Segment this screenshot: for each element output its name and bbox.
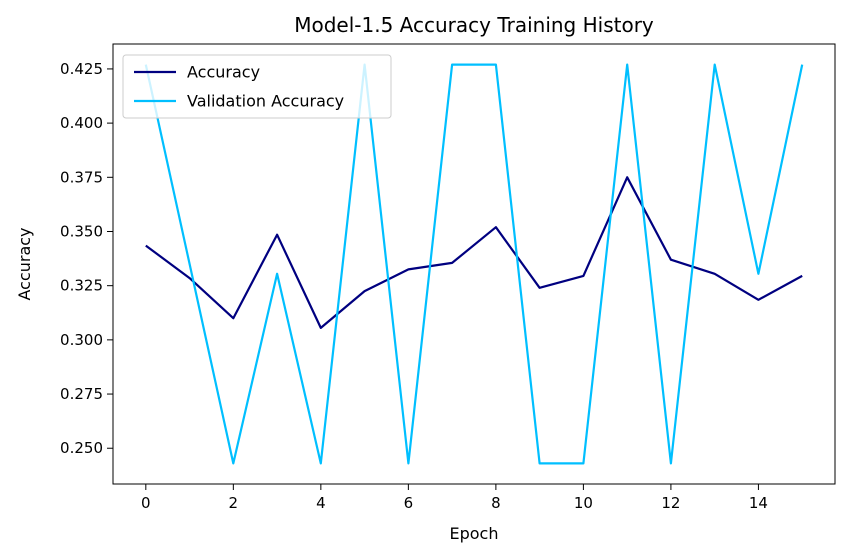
x-tick-label: 6 — [404, 494, 414, 512]
y-tick-label: 0.300 — [60, 331, 103, 349]
x-tick-label: 14 — [749, 494, 768, 512]
y-tick-label: 0.325 — [60, 277, 103, 295]
y-tick-label: 0.400 — [60, 114, 103, 132]
y-axis: 0.250 0.275 0.300 0.325 0.350 0.375 0.400 0.425 — [60, 60, 113, 457]
plot-frame — [112, 43, 836, 485]
x-axis: 0 2 4 6 8 10 12 14 — [141, 484, 768, 512]
x-tick-label: 8 — [491, 494, 501, 512]
x-tick-label: 12 — [661, 494, 680, 512]
series-layer — [144, 63, 804, 465]
y-tick-label: 0.425 — [60, 60, 103, 78]
x-tick-label: 0 — [141, 494, 151, 512]
legend: Accuracy Validation Accuracy — [122, 54, 392, 119]
y-tick-label: 0.375 — [60, 168, 103, 186]
y-tick-label: 0.350 — [60, 222, 103, 240]
legend-label-validation-accuracy: Validation Accuracy — [187, 92, 344, 111]
x-tick-label: 4 — [316, 494, 326, 512]
y-tick-label: 0.275 — [60, 385, 103, 403]
y-axis-label: Accuracy — [15, 227, 34, 300]
x-tick-label: 10 — [574, 494, 593, 512]
legend-label-accuracy: Accuracy — [187, 63, 260, 82]
legend-box — [122, 54, 392, 119]
chart-title: Model-1.5 Accuracy Training History — [294, 13, 654, 37]
series-line-validation-accuracy — [144, 63, 804, 465]
y-tick-label: 0.250 — [60, 439, 103, 457]
x-axis-label: Epoch — [450, 524, 499, 543]
x-tick-label: 2 — [229, 494, 239, 512]
